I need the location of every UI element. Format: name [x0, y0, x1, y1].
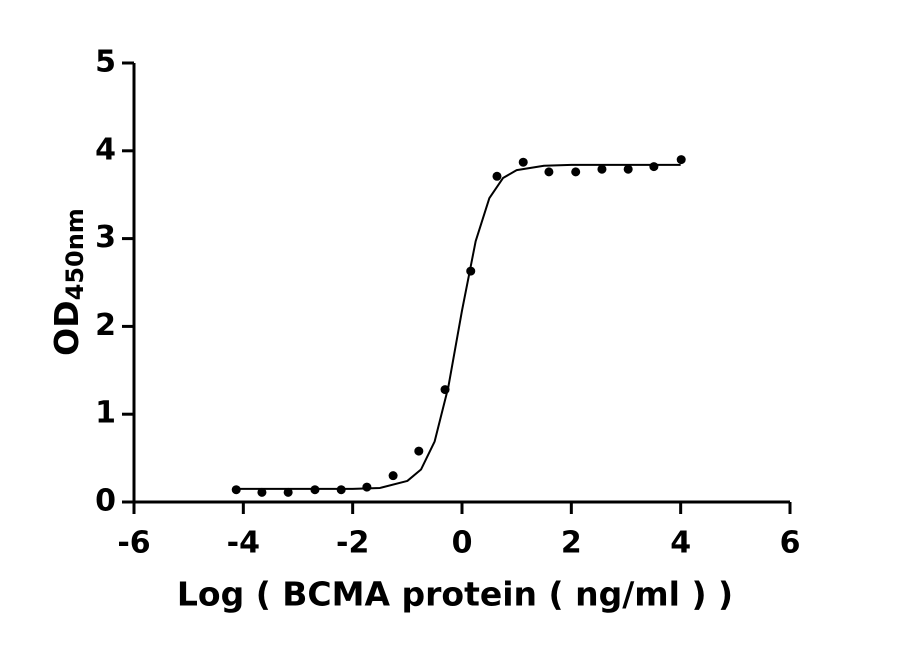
data-point [649, 162, 659, 172]
x-tick-label: 6 [780, 526, 801, 561]
x-axis-label: Log ( BCMA protein ( ng/ml ) ) [177, 575, 733, 614]
x-tick-label: -6 [117, 526, 150, 561]
y-tick-label: 2 [95, 308, 116, 343]
x-tick-label: 2 [561, 526, 582, 561]
data-point [492, 171, 502, 181]
data-point [283, 487, 293, 497]
y-axis-label-main: OD [47, 300, 86, 355]
y-axis-label: OD450nm [47, 208, 90, 356]
x-tick-label: 0 [452, 526, 473, 561]
data-point [257, 487, 267, 497]
data-point [414, 446, 424, 456]
data-point [571, 167, 581, 177]
data-point [597, 164, 607, 174]
data-point [544, 167, 554, 177]
y-tick-label: 4 [95, 132, 116, 167]
fit-curve [237, 163, 681, 490]
data-point [388, 471, 398, 481]
data-point [231, 485, 241, 495]
data-point [518, 157, 528, 167]
x-tick-label: -2 [336, 526, 369, 561]
x-tick-label: -4 [227, 526, 260, 561]
x-tick-label: 4 [670, 526, 691, 561]
data-point [676, 155, 686, 165]
data-point [623, 164, 633, 174]
y-tick-label: 5 [95, 45, 116, 80]
y-tick-label: 3 [95, 220, 116, 255]
y-tick-label: 0 [95, 484, 116, 519]
data-point [362, 482, 372, 492]
y-axis-label-sub: 450nm [61, 208, 89, 300]
y-tick-label: 1 [95, 396, 116, 431]
